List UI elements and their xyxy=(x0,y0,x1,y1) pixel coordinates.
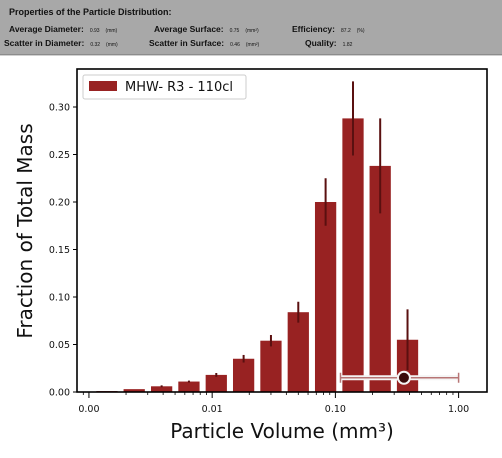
y-axis-label: Fraction of Total Mass xyxy=(13,123,37,338)
legend-label: MHW- R3 - 110cl xyxy=(125,80,233,95)
average-diameter: Average Diameter: 0.93 (mm) xyxy=(9,24,117,34)
scatter-in-surface: Scatter in Surface: 0.46 (mm²) xyxy=(149,38,259,48)
legend-swatch xyxy=(89,81,117,91)
scatter-in-surface-label: Scatter in Surface: xyxy=(149,38,225,48)
y-ticks: 0.00 0.05 0.10 0.15 0.20 0.25 0.30 xyxy=(49,103,77,399)
scatter-in-diameter-unit: (mm) xyxy=(106,42,118,48)
x-tick-label-3: 1.00 xyxy=(448,404,469,415)
scatter-in-diameter-label: Scatter in Diameter: xyxy=(4,38,85,48)
x-tick-label-1: 0.01 xyxy=(202,404,223,415)
panel-divider xyxy=(0,55,502,56)
y-tick-label-1: 0.05 xyxy=(49,340,70,351)
average-surface-label: Average Surface: xyxy=(154,24,224,34)
error-bars-layer xyxy=(160,81,409,388)
bar-8 xyxy=(314,202,337,392)
scatter-in-diameter-value: 0.32 xyxy=(90,42,101,48)
average-surface: Average Surface: 0.75 (mm²) xyxy=(154,24,259,34)
efficiency: Efficiency: 87.2 (%) xyxy=(292,24,365,34)
y-tick-label-5: 0.25 xyxy=(49,150,70,161)
efficiency-unit: (%) xyxy=(356,28,365,34)
quality-value: 1.82 xyxy=(342,42,353,48)
scatter-in-surface-unit: (mm²) xyxy=(245,42,260,48)
average-diameter-label: Average Diameter: xyxy=(9,24,84,34)
bar-7 xyxy=(287,312,309,392)
summary-point-marker xyxy=(396,370,411,385)
average-surface-unit: (mm²) xyxy=(245,28,259,34)
bar-9 xyxy=(342,118,364,393)
y-tick-label-2: 0.10 xyxy=(49,293,70,304)
scatter-in-surface-value: 0.46 xyxy=(230,42,240,48)
summary-point-layer xyxy=(339,370,460,385)
x-ticks: 0.00 0.01 0.10 1.00 xyxy=(78,392,469,415)
y-tick-label-6: 0.30 xyxy=(49,103,70,114)
average-surface-value: 0.75 xyxy=(229,28,240,34)
average-diameter-unit: (mm) xyxy=(105,28,118,34)
x-axis-label: Particle Volume (mm³) xyxy=(170,419,394,443)
bar-4 xyxy=(205,374,227,392)
average-diameter-value: 0.93 xyxy=(89,28,100,34)
bar-2 xyxy=(151,386,173,392)
properties-panel: Properties of the Particle Distribution:… xyxy=(0,0,502,55)
quality: Quality: 1.82 xyxy=(305,38,352,48)
bar-10 xyxy=(369,165,391,392)
quality-label: Quality: xyxy=(305,38,337,48)
bar-3 xyxy=(178,381,200,392)
axes-frame xyxy=(76,68,488,393)
x-tick-label-2: 0.10 xyxy=(325,404,346,415)
y-tick-label-4: 0.20 xyxy=(49,198,70,209)
bars-layer xyxy=(96,118,419,393)
bar-1 xyxy=(123,389,145,392)
efficiency-value: 87.2 xyxy=(341,28,351,34)
efficiency-label: Efficiency: xyxy=(292,24,335,34)
bar-6 xyxy=(260,340,282,392)
bar-5 xyxy=(232,358,255,392)
properties-title: Properties of the Particle Distribution: xyxy=(9,7,172,17)
legend: MHW- R3 - 110cl xyxy=(82,74,247,100)
scatter-in-diameter: Scatter in Diameter: 0.32 (mm) xyxy=(4,38,118,48)
y-tick-label-3: 0.15 xyxy=(49,245,70,256)
y-tick-label-0: 0.00 xyxy=(49,388,70,399)
x-tick-label-0: 0.00 xyxy=(78,404,99,415)
legend-box xyxy=(82,74,247,100)
